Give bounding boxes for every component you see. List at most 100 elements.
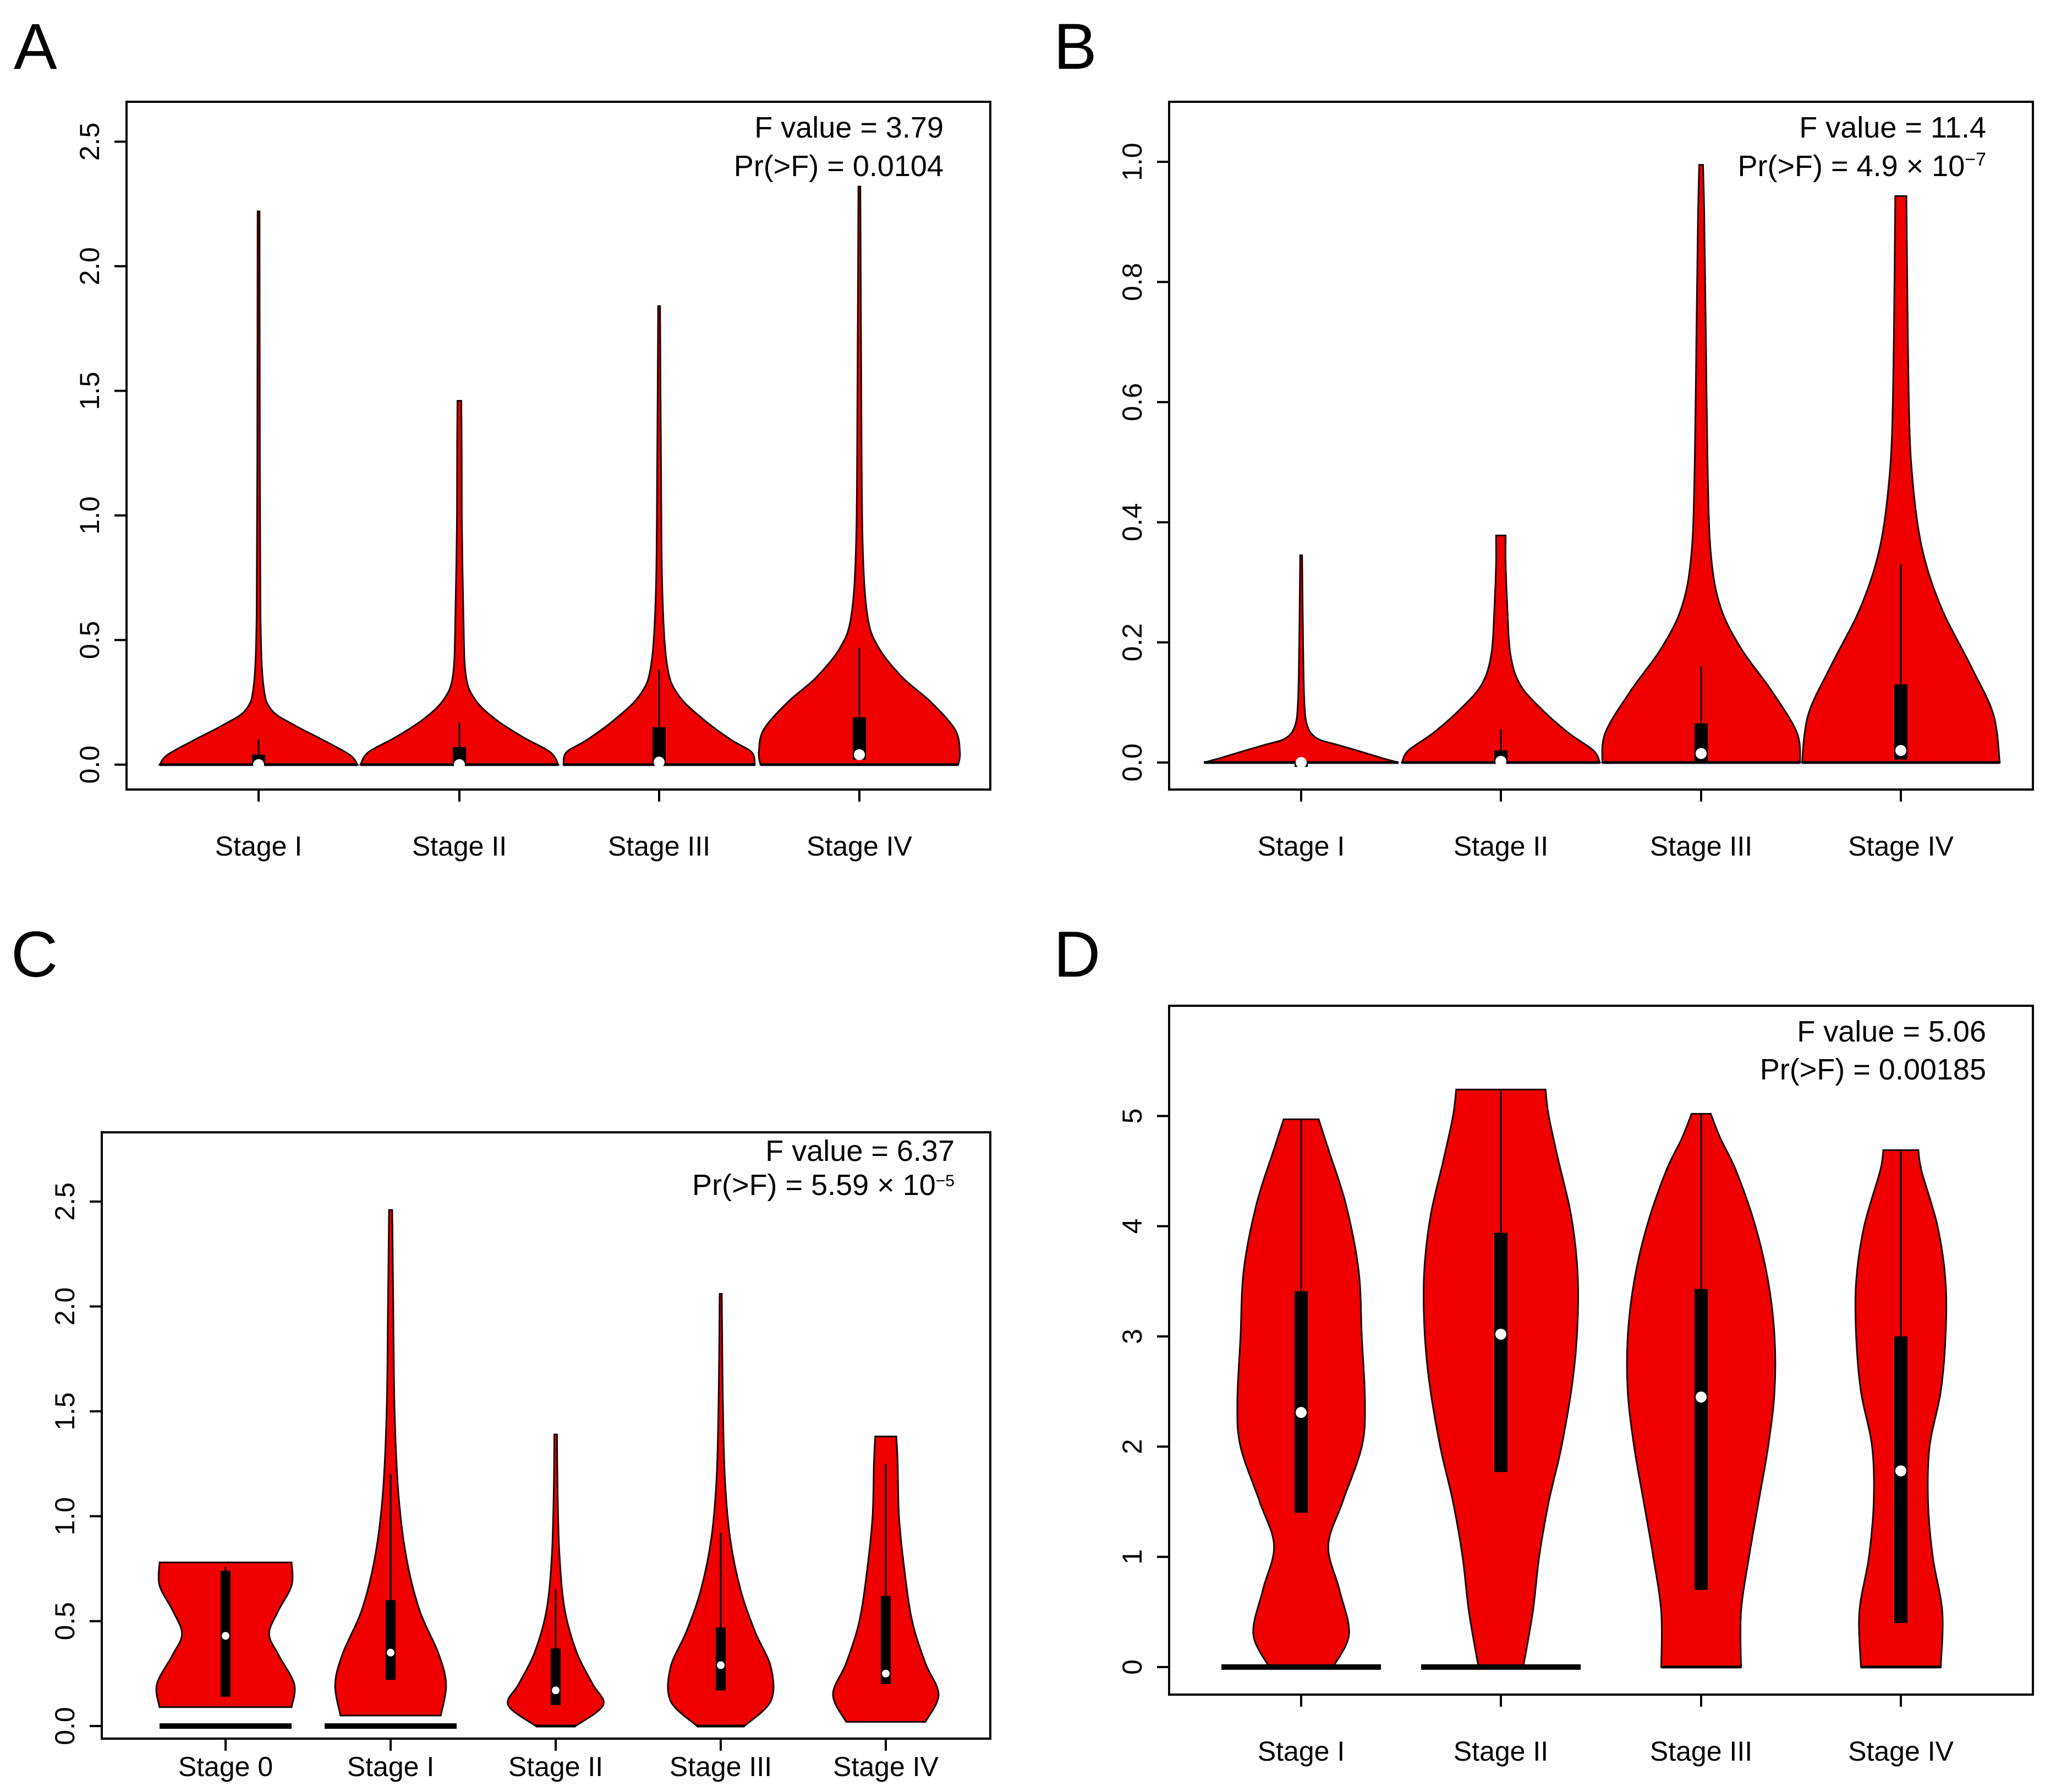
- iqr-box: [551, 1648, 561, 1705]
- x-tick-label: Stage II: [412, 831, 507, 862]
- x-tick-label: Stage II: [1454, 831, 1548, 862]
- p-value-label: Pr(>F) = 0.0104: [734, 150, 944, 183]
- y-tick-label: 0.0: [50, 1707, 80, 1745]
- median-dot: [454, 759, 465, 770]
- violin-group: [1601, 164, 1801, 764]
- y-tick-label: 0.6: [1117, 383, 1148, 421]
- median-dot: [1495, 1328, 1506, 1340]
- violin-body: [667, 1293, 775, 1727]
- p-value-base: Pr(>F) = 4.9 × 10: [1738, 150, 1965, 183]
- f-value-label: F value = 6.37: [765, 1135, 955, 1168]
- y-tick-label: 2: [1117, 1439, 1148, 1454]
- violin-body: [334, 1209, 447, 1717]
- violin-body: [359, 399, 560, 766]
- panel-c: C 0.0 0.5 1.0 1.5 2.0 2.5 Stage 0 Stage I Stage I…: [11, 918, 991, 1782]
- plot-frame: [101, 1131, 991, 1740]
- median-dot: [1495, 755, 1506, 767]
- violin-body: [562, 305, 756, 766]
- median-dot: [717, 1661, 725, 1669]
- violin-group: [562, 305, 756, 768]
- y-tick-label: 1.5: [50, 1392, 80, 1431]
- violin-group: [1203, 554, 1399, 768]
- median-dot: [654, 757, 665, 768]
- plot-frame: [1168, 101, 2034, 791]
- violin-body: [1801, 195, 2001, 764]
- violin-body: [758, 185, 961, 766]
- iqr-box: [386, 1600, 396, 1680]
- violin-group: [832, 1435, 940, 1723]
- y-tick-label: 1.0: [1117, 143, 1148, 181]
- y-tick-label: 4: [1117, 1219, 1148, 1234]
- p-value-exponent: −7: [1965, 149, 1986, 170]
- p-value-exponent: −5: [936, 1172, 955, 1190]
- y-tick-label: 2.5: [74, 123, 105, 161]
- y-tick-label: 1.0: [74, 496, 105, 535]
- y-tick-label: 2.0: [50, 1287, 80, 1326]
- y-tick-label: 1.5: [74, 372, 105, 410]
- violin-group: [325, 1209, 457, 1729]
- x-tick-label: Stage I: [1258, 1736, 1345, 1767]
- panel-label: A: [14, 10, 57, 83]
- iqr-box: [881, 1596, 891, 1684]
- y-tick-label: 0.8: [1117, 263, 1148, 302]
- x-tick-label: Stage IV: [1848, 1736, 1954, 1767]
- plot-frame: [125, 101, 991, 791]
- median-dot: [1296, 1407, 1307, 1418]
- panel-a: A 0.0 0.5 1.0 1.5 2.0 2.5 Stage I Stage II Stage …: [14, 10, 991, 862]
- violin-body: [1400, 534, 1602, 764]
- median-dot: [222, 1632, 229, 1640]
- y-tick-label: 0.0: [74, 746, 105, 784]
- panel-label: B: [1054, 10, 1097, 83]
- iqr-box: [1295, 1291, 1308, 1513]
- violin-group: [1421, 1088, 1581, 1670]
- f-value-label: F value = 5.06: [1797, 1015, 1986, 1048]
- violin-body: [1601, 164, 1801, 764]
- x-tick-label: Stage III: [670, 1751, 772, 1782]
- median-dot: [854, 749, 865, 760]
- y-tick-label: 1: [1117, 1549, 1148, 1565]
- x-tick-label: Stage III: [1650, 831, 1752, 862]
- p-value-base: Pr(>F) = 5.59 × 10: [692, 1169, 936, 1202]
- p-value-label: Pr(>F) = 5.59 × 10−5: [692, 1169, 955, 1202]
- violin-group: [1854, 1149, 1948, 1669]
- x-tick-label: Stage II: [1454, 1736, 1548, 1767]
- median-dot: [1895, 745, 1906, 757]
- median-dot: [1296, 757, 1307, 768]
- iqr-box: [1894, 1336, 1907, 1623]
- panel-label: C: [11, 918, 58, 991]
- y-tick-label: 3: [1117, 1329, 1148, 1344]
- x-tick-label: Stage I: [1258, 831, 1345, 862]
- violin-group: [1801, 195, 2001, 764]
- violin-group: [1221, 1118, 1381, 1670]
- y-tick-label: 1.0: [50, 1497, 80, 1536]
- x-tick-label: Stage III: [1650, 1736, 1752, 1767]
- violin-body: [1203, 554, 1399, 764]
- iqr-box: [1494, 1232, 1507, 1472]
- panel-label: D: [1054, 918, 1100, 991]
- violin-group: [359, 399, 560, 770]
- violin-group: [758, 185, 961, 766]
- panel-b: B 0.0 0.2 0.4 0.6 0.8 1.0 Stage I Stage II Stage …: [1054, 10, 2034, 862]
- x-tick-label: Stage IV: [1848, 831, 1954, 862]
- y-tick-label: 0.2: [1117, 623, 1148, 662]
- median-dot: [1696, 748, 1707, 759]
- violin-group: [507, 1433, 605, 1728]
- f-value-label: F value = 3.79: [754, 111, 944, 144]
- y-tick-label: 0.4: [1117, 503, 1148, 541]
- median-dot: [253, 759, 264, 770]
- median-dot: [882, 1669, 890, 1678]
- plot-frame: [1168, 1005, 2034, 1696]
- x-tick-label: Stage I: [347, 1751, 434, 1782]
- f-value-label: F value = 11.4: [1799, 111, 1986, 144]
- median-dot: [387, 1648, 394, 1657]
- y-tick-label: 0.0: [1117, 743, 1148, 782]
- iqr-box: [716, 1627, 726, 1691]
- y-tick-label: 2.0: [74, 247, 105, 286]
- violin-group: [667, 1293, 775, 1728]
- x-tick-label: Stage 0: [178, 1751, 273, 1782]
- violin-body: [507, 1433, 605, 1727]
- x-tick-label: Stage I: [215, 831, 302, 862]
- y-tick-label: 2.5: [50, 1182, 80, 1221]
- p-value-label: Pr(>F) = 0.00185: [1760, 1053, 1986, 1086]
